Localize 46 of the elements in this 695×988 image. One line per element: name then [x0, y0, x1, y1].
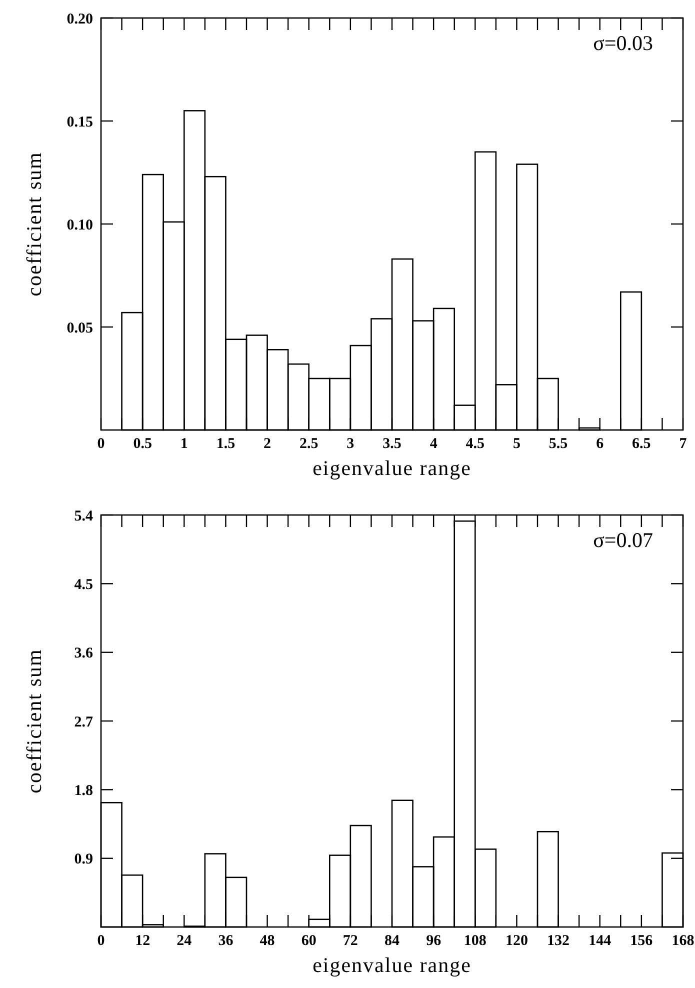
- y-tick-label: 0.05: [66, 320, 93, 336]
- x-tick-label: 48: [260, 933, 275, 949]
- x-tick-label: 168: [672, 933, 694, 949]
- annotation: σ=0.07: [593, 528, 653, 552]
- x-tick-label: 0: [97, 933, 105, 949]
- x-tick-label: 132: [547, 933, 570, 949]
- x-tick-label: 6: [596, 436, 604, 452]
- y-tick-label: 0.10: [66, 217, 93, 234]
- y-tick-label: 4.5: [74, 576, 93, 593]
- x-tick-label: 3.5: [382, 436, 402, 452]
- x-tick-label: 2: [264, 436, 272, 452]
- y-axis-title: coefficient sum: [22, 152, 46, 296]
- y-tick-label: 0.9: [74, 852, 93, 868]
- x-tick-label: 0: [97, 436, 105, 452]
- x-tick-label: 36: [218, 933, 234, 949]
- y-tick-label: 0.20: [66, 11, 93, 28]
- y-tick-label: 2.7: [74, 714, 94, 730]
- x-tick-label: 4.5: [466, 436, 485, 452]
- x-axis-title: eigenvalue range: [312, 456, 472, 480]
- x-axis-title: eigenvalue range: [312, 953, 472, 977]
- y-axis-title: coefficient sum: [22, 648, 46, 794]
- x-tick-label: 3: [346, 436, 354, 452]
- x-tick-label: 60: [301, 933, 316, 949]
- x-tick-label: 156: [630, 933, 654, 949]
- x-tick-label: 84: [384, 933, 400, 949]
- y-tick-label: 3.6: [74, 646, 94, 662]
- x-tick-label: 5: [512, 436, 520, 452]
- x-tick-label: 72: [342, 933, 358, 949]
- x-tick-label: 96: [426, 933, 442, 949]
- x-tick-label: 120: [505, 933, 528, 949]
- x-tick-label: 12: [135, 933, 150, 949]
- x-tick-label: 2.5: [299, 436, 318, 452]
- x-tick-label: 24: [176, 933, 192, 949]
- x-tick-label: 108: [464, 933, 486, 949]
- x-tick-label: 4: [430, 436, 438, 452]
- x-tick-label: 1: [180, 436, 188, 452]
- y-tick-label: 5.4: [74, 508, 94, 524]
- x-tick-label: 1.5: [216, 436, 236, 452]
- x-tick-label: 6.5: [632, 436, 651, 452]
- x-tick-label: 0.5: [133, 436, 152, 452]
- y-tick-label: 0.15: [66, 114, 93, 130]
- x-tick-label: 5.5: [548, 436, 568, 452]
- x-tick-label: 7: [679, 436, 688, 452]
- annotation: σ=0.03: [593, 31, 653, 55]
- y-tick-label: 1.8: [74, 782, 93, 799]
- x-tick-label: 144: [588, 933, 612, 949]
